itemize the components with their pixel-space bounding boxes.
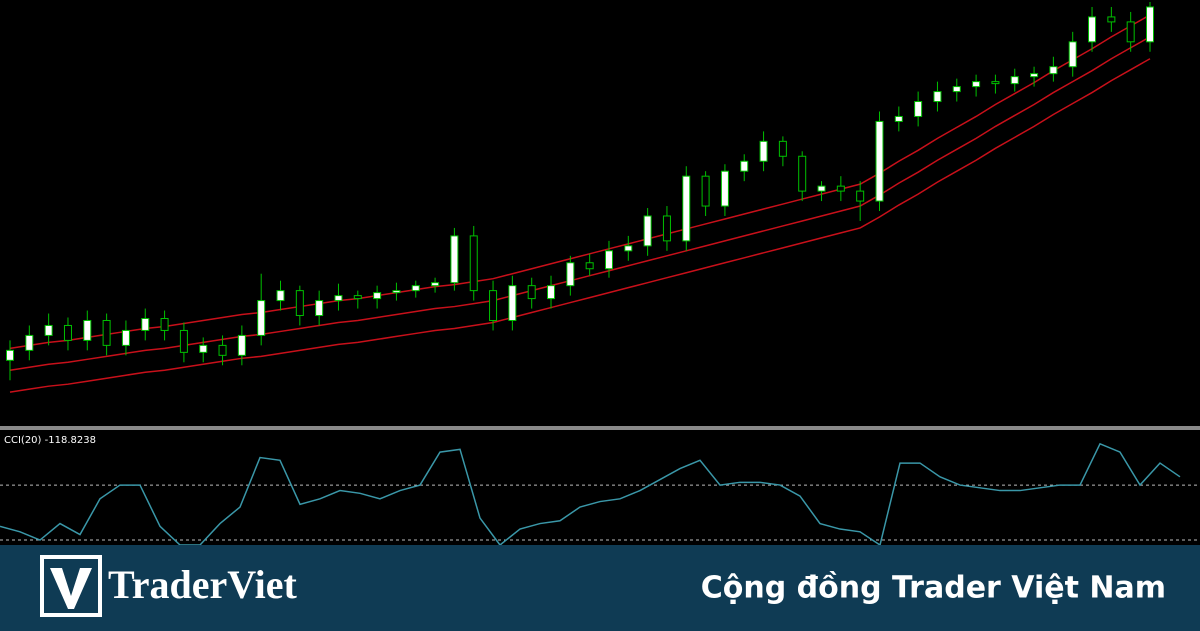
candle-body — [624, 245, 633, 252]
candle-body — [276, 290, 285, 302]
candle-body — [1126, 21, 1135, 43]
candle-body — [237, 334, 246, 356]
candle-body — [836, 185, 845, 192]
candle-body — [682, 175, 691, 242]
candle-body — [778, 140, 787, 157]
cci-title: CCI(20) -118.8238 — [4, 435, 96, 446]
candle-body — [798, 155, 807, 192]
candle-body — [431, 282, 440, 287]
panel-separator — [0, 426, 1200, 430]
brand: TraderViet — [108, 562, 297, 607]
logo-v — [50, 568, 92, 609]
candle-body — [373, 292, 382, 300]
candle-body — [353, 295, 362, 300]
candle-body — [6, 349, 14, 361]
candle-body — [566, 262, 575, 287]
candle-body — [1068, 41, 1077, 68]
candle-body — [121, 329, 130, 346]
band-line — [9, 36, 1151, 372]
candle-body — [662, 215, 671, 242]
cci-line — [0, 442, 1181, 547]
candle-body — [604, 250, 613, 270]
candle-body — [875, 120, 884, 202]
candle-body — [295, 290, 304, 317]
candle-body — [469, 235, 478, 292]
candle-body — [856, 190, 865, 202]
candle-body — [411, 285, 420, 292]
band-line — [9, 14, 1151, 350]
candle-body — [489, 290, 498, 321]
candle-body — [160, 318, 169, 331]
candle-body — [740, 160, 749, 172]
candle-body — [44, 324, 53, 336]
candle-body — [759, 140, 768, 162]
tagline: Cộng đồng Trader Việt Nam — [701, 571, 1166, 606]
band-line — [9, 58, 1151, 393]
candle-body — [257, 300, 266, 336]
candle-body — [991, 81, 1000, 85]
candle-body — [1088, 16, 1097, 43]
candle-body — [315, 300, 324, 317]
candle-body — [199, 344, 208, 353]
candle-body — [392, 290, 401, 294]
candle-body — [83, 319, 92, 341]
candle-body — [817, 185, 826, 192]
candle-body — [218, 344, 227, 356]
candle-body — [952, 86, 961, 93]
banner — [0, 545, 1200, 631]
candle-body — [102, 319, 111, 346]
candle-body — [720, 170, 729, 207]
candle-body — [914, 101, 923, 117]
candle-body — [972, 81, 981, 88]
candle-body — [527, 285, 536, 300]
candle-body — [585, 262, 594, 270]
candle-body — [25, 334, 34, 351]
candle-body — [1049, 66, 1058, 75]
candle-body — [179, 329, 188, 353]
candle-body — [450, 235, 459, 284]
candle-body — [894, 115, 903, 122]
candle-body — [933, 91, 942, 103]
candle-body — [1010, 76, 1019, 85]
candle-body — [643, 215, 652, 247]
candle-body — [508, 285, 517, 321]
candle-body — [547, 285, 556, 300]
candle-body — [1030, 73, 1039, 78]
candle-body — [1146, 6, 1154, 43]
candle-body — [701, 175, 710, 207]
candle-body — [63, 324, 72, 341]
candle-body — [141, 318, 150, 331]
candle-body — [334, 295, 343, 302]
candle-body — [1107, 16, 1116, 23]
